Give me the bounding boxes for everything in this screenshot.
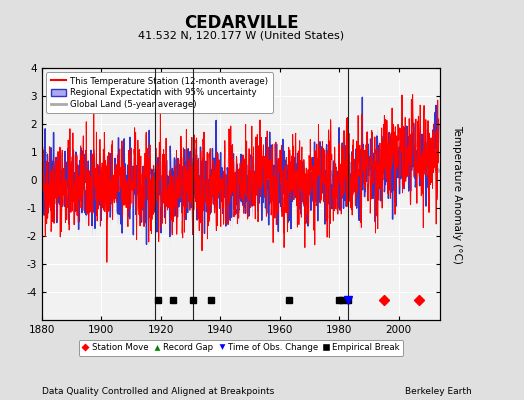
- Y-axis label: Temperature Anomaly (°C): Temperature Anomaly (°C): [452, 124, 462, 264]
- Text: CEDARVILLE: CEDARVILLE: [184, 14, 298, 32]
- Text: 41.532 N, 120.177 W (United States): 41.532 N, 120.177 W (United States): [138, 30, 344, 40]
- Legend: This Temperature Station (12-month average), Regional Expectation with 95% uncer: This Temperature Station (12-month avera…: [46, 72, 272, 113]
- Text: Data Quality Controlled and Aligned at Breakpoints: Data Quality Controlled and Aligned at B…: [42, 387, 274, 396]
- Text: Berkeley Earth: Berkeley Earth: [405, 387, 472, 396]
- Legend: Station Move, Record Gap, Time of Obs. Change, Empirical Break: Station Move, Record Gap, Time of Obs. C…: [79, 340, 403, 356]
